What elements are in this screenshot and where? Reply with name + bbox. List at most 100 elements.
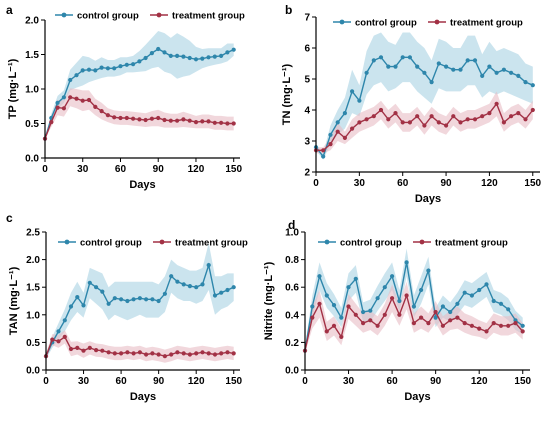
x-tick-label: 0 [313, 178, 319, 189]
control-data-point [68, 77, 73, 83]
control-data-point [386, 64, 391, 69]
control-data-point [523, 80, 528, 85]
control-legend-marker-icon [61, 12, 67, 18]
y-axis-label: TP (mg·L⁻¹) [7, 58, 19, 119]
y-tick-label: 2.0 [25, 16, 39, 27]
legend: control group treatment group [55, 11, 245, 22]
control-data-point [61, 95, 66, 100]
x-tick-label: 90 [430, 376, 442, 387]
treatment-data-point [444, 123, 449, 128]
control-data-point [225, 287, 230, 293]
y-tick-label: 7 [304, 13, 310, 24]
control-data-point [440, 304, 445, 309]
treatment-data-point [378, 107, 384, 113]
control-data-point [119, 297, 124, 302]
x-tick-label: 90 [441, 178, 453, 189]
control-data-point [422, 70, 427, 75]
treatment-data-point [382, 312, 387, 317]
control-data-point [175, 279, 180, 284]
control-data-point [350, 89, 355, 94]
treatment-data-point [187, 118, 192, 123]
control-legend-label: control group [77, 11, 139, 22]
treatment-data-point [156, 352, 161, 357]
control-data-point [472, 58, 478, 63]
treatment-data-point [231, 121, 236, 126]
control-band [305, 248, 523, 354]
control-data-point [219, 53, 224, 59]
control-data-point [361, 309, 366, 315]
control-legend-label: control group [80, 238, 142, 249]
treatment-data-point [200, 119, 205, 124]
y-axis-label: Nitrite (mg·L⁻¹) [263, 261, 275, 340]
x-tick-label: 30 [77, 164, 89, 175]
treatment-data-point [530, 107, 535, 113]
control-data-point [74, 73, 79, 78]
treatment-data-point [342, 135, 347, 140]
treatment-data-point [346, 304, 351, 309]
y-axis-label: TAN (mg·L⁻¹) [8, 266, 20, 335]
control-data-point [491, 298, 496, 304]
treatment-data-point [411, 321, 416, 326]
control-data-point [310, 304, 315, 309]
x-axis-label: Days [129, 179, 155, 191]
chart-panel-d: d 0 30 60 90 120 150 0.0 0.2 0.4 0.6 0.8 1.0 Days Nitr… [263, 218, 532, 403]
treatment-data-point [50, 337, 55, 342]
control-data-point [444, 64, 449, 69]
control-data-point [480, 73, 485, 78]
control-data-point [169, 274, 174, 279]
treatment-data-point [458, 120, 463, 125]
control-data-point [455, 301, 460, 306]
control-data-point [328, 132, 333, 137]
control-data-point [193, 57, 199, 62]
chart-panel-a: a 0 30 60 90 120 150 0.0 0.5 1.0 1.5 2.0 Days TP (mg·… [6, 3, 245, 191]
treatment-legend-marker-icon [419, 239, 425, 245]
control-data-point [137, 296, 142, 301]
control-data-point [87, 280, 92, 285]
y-tick-label: 0.8 [285, 255, 299, 266]
treatment-data-point [357, 120, 362, 125]
x-tick-label: 120 [188, 376, 205, 387]
treatment-data-point [187, 352, 192, 357]
y-axis-label: TN (mg·L⁻¹) [281, 63, 293, 125]
treatment-band [46, 330, 234, 363]
control-data-point [62, 318, 67, 323]
control-data-point [219, 290, 224, 295]
treatment-legend-marker-icon [156, 12, 162, 18]
control-band [316, 32, 533, 160]
treatment-band [316, 91, 533, 154]
treatment-data-point [361, 321, 366, 326]
treatment-data-point [520, 329, 525, 334]
control-data-point [520, 323, 525, 328]
control-data-point [448, 309, 453, 315]
x-tick-label: 60 [115, 164, 127, 175]
control-data-point [206, 263, 211, 268]
treatment-data-point [419, 315, 424, 320]
control-data-point [75, 295, 80, 300]
treatment-data-point [212, 120, 217, 125]
treatment-data-point [175, 118, 180, 123]
control-data-point [100, 289, 105, 294]
control-data-point [411, 304, 416, 309]
x-tick-label: 120 [481, 178, 498, 189]
treatment-data-point [93, 104, 98, 109]
control-data-point [112, 66, 117, 71]
y-tick-label: 1.0 [285, 228, 299, 239]
treatment-data-point [231, 351, 236, 356]
x-tick-label: 30 [343, 376, 355, 387]
x-tick-label: 0 [43, 376, 49, 387]
treatment-data-point [494, 101, 499, 106]
treatment-data-point [49, 120, 54, 125]
control-data-point [175, 53, 180, 59]
treatment-data-point [99, 109, 104, 114]
treatment-data-point [501, 120, 506, 125]
treatment-data-point [498, 323, 504, 328]
y-tick-label: 1.0 [26, 310, 40, 321]
x-tick-label: 30 [78, 376, 90, 387]
y-tick-label: 0.6 [285, 283, 299, 294]
control-data-point [181, 282, 186, 287]
control-data-point [484, 282, 489, 287]
treatment-data-point [321, 148, 326, 153]
control-data-point [162, 291, 167, 296]
treatment-legend-label: treatment group [435, 238, 508, 249]
